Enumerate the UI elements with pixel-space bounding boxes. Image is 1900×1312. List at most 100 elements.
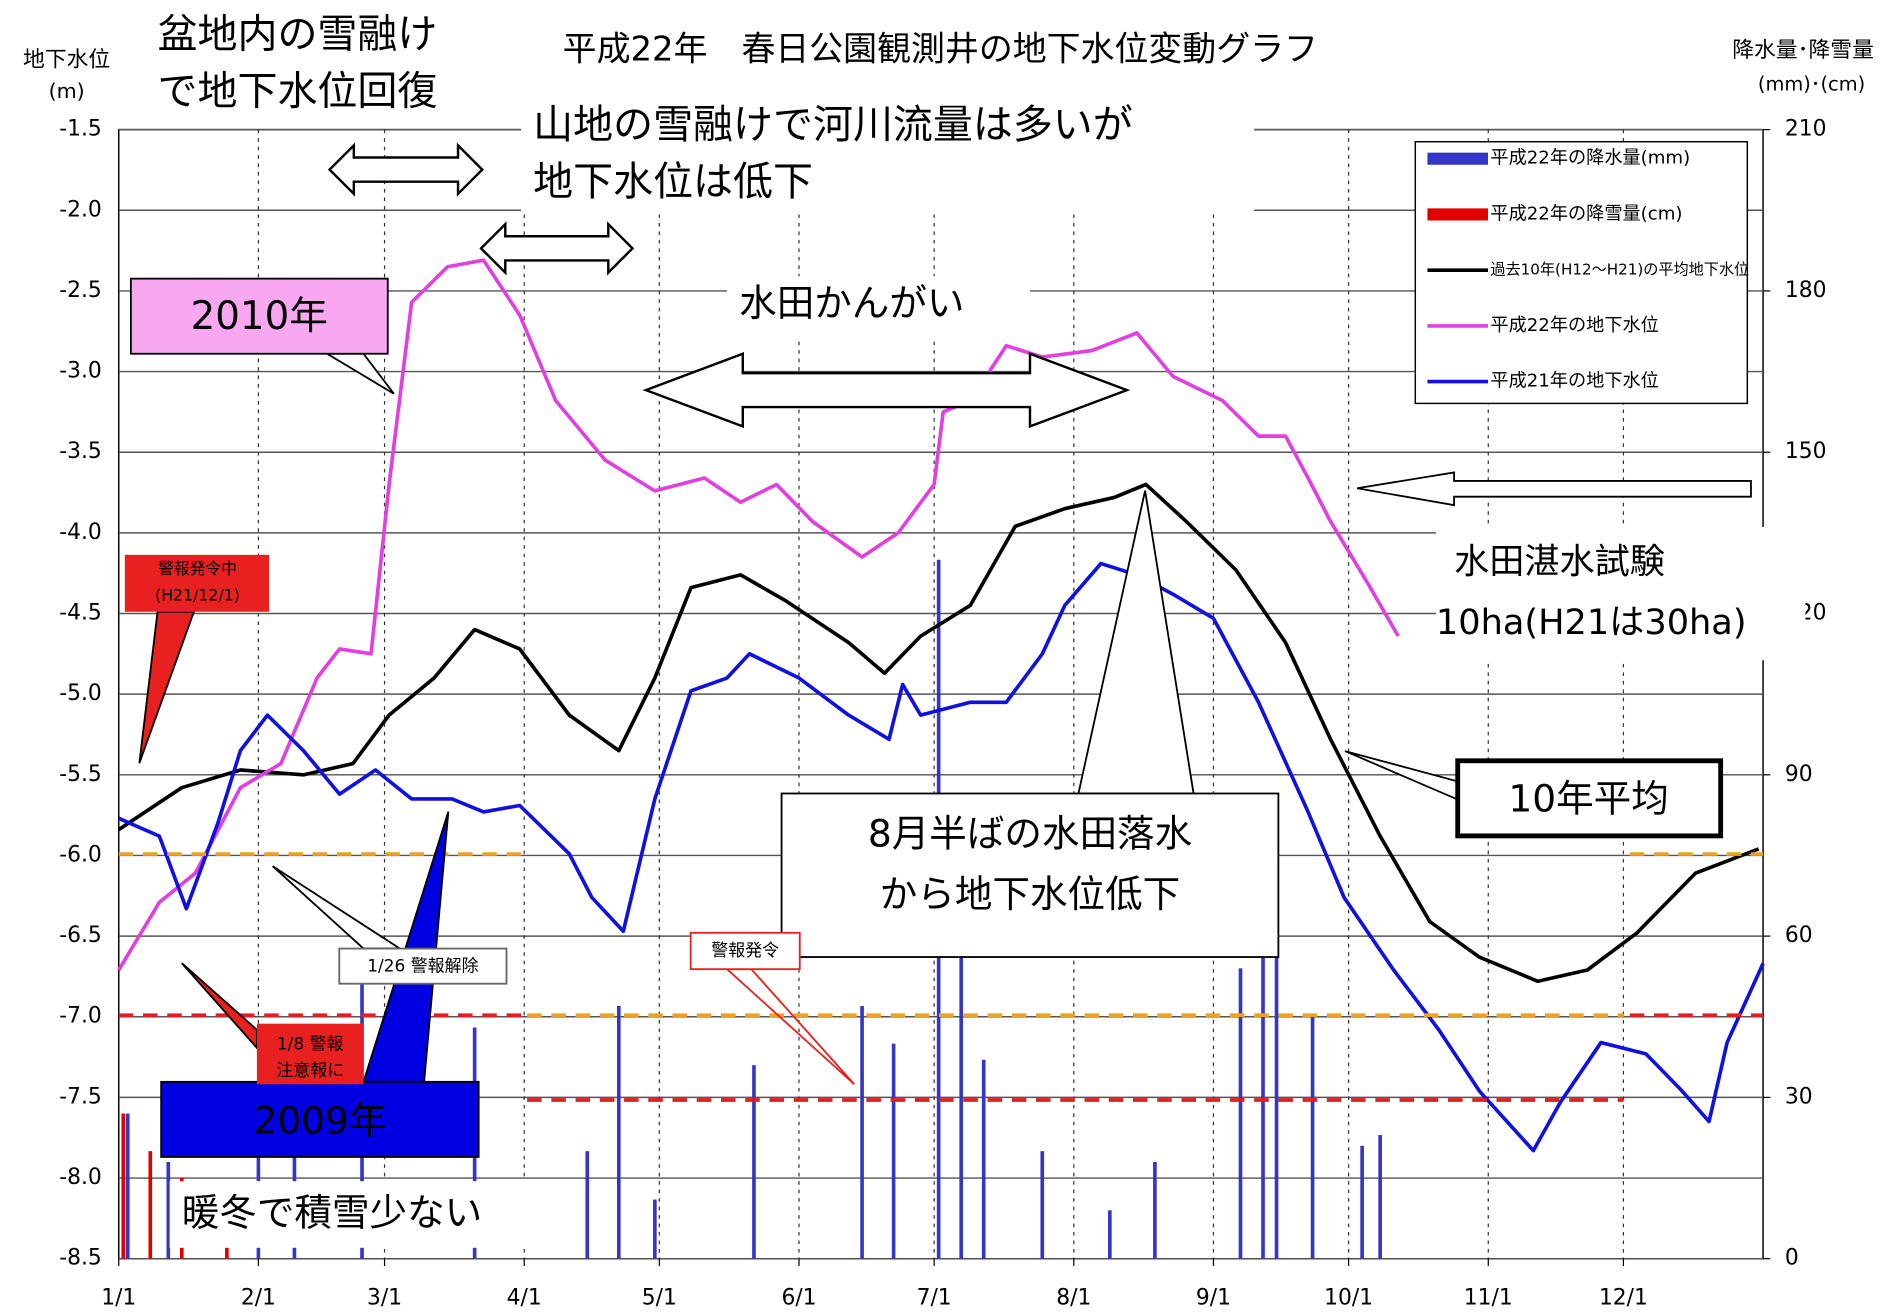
y-axis-label: 地下水位 (23, 48, 110, 73)
x-tick-label: 11/1 (1464, 1286, 1513, 1311)
line (117, 482, 1760, 984)
annotation: 1/8 警報 (277, 1033, 344, 1053)
bar (752, 1065, 756, 1259)
annotation-box (124, 554, 270, 612)
annotation: 水田かんがい (739, 281, 964, 325)
y2-tick-label: 90 (1785, 762, 1813, 787)
bar (166, 1161, 171, 1259)
line (118, 561, 1765, 1153)
annotation-box (1435, 526, 1806, 661)
annotation: 2010年 (191, 294, 328, 339)
y-tick-label: -5.5 (59, 762, 102, 787)
annotation: 2009年 (253, 1099, 386, 1143)
annotation: 注意報に (276, 1060, 344, 1080)
y2-tick-label: 180 (1785, 278, 1827, 303)
annotation-box (689, 931, 801, 971)
bar (1108, 1210, 1112, 1259)
y-tick-label: -2.0 (59, 197, 102, 222)
x-tick-label: 3/1 (367, 1286, 402, 1311)
y-tick-label: -7.0 (59, 1004, 102, 1029)
bar (860, 1005, 864, 1259)
legend-label: 平成21年の地下水位 (1490, 371, 1658, 392)
double-arrow (642, 351, 1131, 429)
x-tick-label: 6/1 (781, 1286, 816, 1311)
double-arrow (479, 221, 635, 276)
bar (121, 1113, 126, 1259)
x-tick-label: 1/1 (101, 1286, 136, 1311)
line (117, 258, 1400, 971)
x-tick-label: 12/1 (1599, 1286, 1648, 1311)
bar (1153, 1161, 1157, 1259)
y-tick-label: -6.0 (59, 842, 102, 867)
annotation-box (169, 1181, 558, 1248)
annotation: (H21/12/1) (155, 586, 240, 605)
annotation: 10ha(H21は30ha) (1436, 602, 1747, 643)
annotation-box (727, 276, 1030, 337)
annotation: 水田湛水試験 (1454, 541, 1665, 582)
y2-tick-label: 0 (1785, 1246, 1799, 1271)
bar (981, 1059, 986, 1259)
annotation-box (256, 1023, 364, 1085)
x-tick-label: 10/1 (1324, 1286, 1373, 1311)
bar (1310, 1016, 1315, 1259)
chart-title: 平成22年 春日公園観測井の地下水位変動グラフ (563, 29, 1318, 68)
annotation-box (1455, 758, 1724, 839)
x-tick-label: 9/1 (1196, 1286, 1231, 1311)
bar (1040, 1151, 1045, 1259)
bar (1360, 1145, 1364, 1259)
annotation-box (145, 6, 497, 122)
y-tick-label: -6.5 (59, 923, 102, 948)
annotation: 山地の雪融けで河川流量は多いが (533, 102, 1133, 148)
y-tick-label: -8.0 (59, 1165, 102, 1190)
y-tick-label: -3.5 (59, 439, 102, 464)
y-axis-unit: (m) (49, 79, 85, 103)
y-tick-label: -2.5 (59, 278, 102, 303)
annotation: 警報発令中 (158, 559, 237, 578)
x-tick-label: 2/1 (241, 1286, 276, 1311)
legend-label: 平成22年の地下水位 (1490, 315, 1658, 336)
bar (125, 1113, 130, 1259)
bar (585, 1151, 590, 1259)
y-tick-label: -4.5 (59, 601, 102, 626)
annotation-box (129, 277, 389, 355)
annotation: 1/26 警報解除 (367, 956, 478, 976)
annotation: 10年平均 (1508, 776, 1668, 820)
annotation-box (338, 947, 508, 985)
y-tick-label: -5.0 (59, 681, 102, 706)
legend-label: 過去10年(H12～H21)の平均地下水位 (1490, 261, 1749, 279)
legend-box (1414, 141, 1749, 405)
y-tick-label: -7.5 (59, 1084, 102, 1109)
bar (1261, 946, 1265, 1259)
x-tick-label: 7/1 (917, 1286, 952, 1311)
annotation: 地下水位は低下 (533, 159, 813, 205)
y-tick-label: -1.5 (59, 117, 102, 142)
bar (891, 1043, 896, 1259)
annotation-box (521, 99, 1255, 215)
bar (1274, 898, 1279, 1259)
legend-swatch (1427, 208, 1489, 221)
x-tick-label: 4/1 (507, 1286, 542, 1311)
bar (959, 946, 964, 1259)
y2-tick-label: 150 (1785, 439, 1827, 464)
y2-axis-label: 降水量･降雪量 (1732, 38, 1874, 63)
y-tick-label: -4.0 (59, 520, 102, 545)
legend-label: 平成22年の降雪量(cm) (1490, 203, 1682, 224)
bar (616, 1005, 621, 1259)
overlay: 平成22年の降水量(mm) 平成22年の降雪量(cm) 過去10年(H12～H21)… (118, 6, 1806, 1248)
bar (1238, 968, 1243, 1259)
y2-axis-unit: (mm)･(cm) (1758, 72, 1865, 95)
bar (1378, 1135, 1382, 1259)
annotation-box (780, 792, 1280, 958)
legend-label: 平成22年の降水量(mm) (1490, 148, 1690, 169)
annotation: から地下水位低下 (880, 872, 1180, 916)
annotation: 8月半ばの水田落水 (868, 811, 1192, 855)
annotation-box (160, 1080, 480, 1158)
annotation: 盆地内の雪融け (158, 11, 438, 57)
y-tick-label: -8.5 (59, 1246, 102, 1271)
x-tick-label: 8/1 (1056, 1286, 1091, 1311)
annotation: 暖冬で積雪少ない (182, 1191, 482, 1235)
y2-tick-label: 30 (1785, 1084, 1813, 1109)
annotation: 警報発令 (711, 940, 779, 960)
double-arrow (327, 142, 484, 197)
